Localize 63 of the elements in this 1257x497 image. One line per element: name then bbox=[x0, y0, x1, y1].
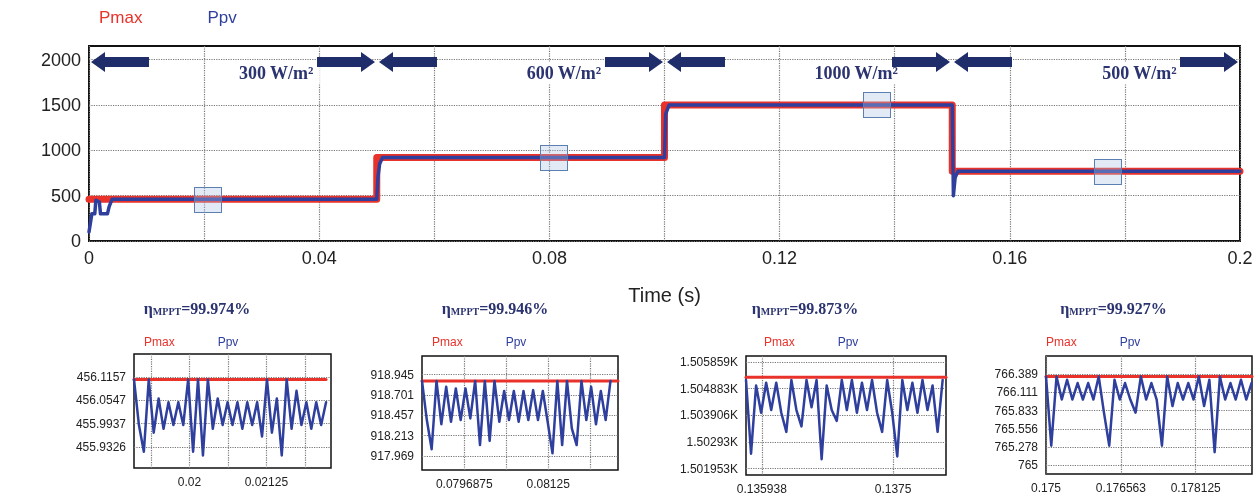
y-tick-label: 1.504883K bbox=[679, 381, 738, 396]
y-tick-label: 765.833 bbox=[994, 403, 1039, 418]
text: Ppv bbox=[1119, 335, 1141, 349]
y-tick-label: 918.945 bbox=[370, 367, 415, 382]
x-tick-label: 0.176563 bbox=[1095, 481, 1147, 495]
text: Pmax bbox=[1046, 335, 1077, 349]
y-tick-label: 918.213 bbox=[370, 428, 415, 443]
chart-title: ηMPPT=99.946% bbox=[441, 299, 549, 318]
y-tick-label: 1.501953K bbox=[679, 461, 738, 476]
y-tick-label: 0 bbox=[70, 231, 81, 251]
x-tick-label: 0.02 bbox=[177, 475, 202, 489]
x-tick-label: 0.08125 bbox=[526, 477, 571, 491]
y-tick-label: 456.1157 bbox=[76, 370, 127, 385]
text: Pmax bbox=[432, 335, 463, 349]
x-tick-label: 0.2 bbox=[1227, 248, 1253, 268]
x-tick-label: 0.178125 bbox=[1170, 481, 1222, 495]
line-series bbox=[132, 378, 328, 457]
text: Pmax bbox=[99, 8, 143, 27]
text: Ppv bbox=[837, 335, 859, 349]
text: Pmax bbox=[764, 335, 795, 349]
y-tick-label: 917.969 bbox=[370, 448, 415, 463]
x-axis-title: Time (s) bbox=[628, 284, 701, 306]
y-tick-label: 1500 bbox=[40, 94, 81, 115]
text: Pmax bbox=[144, 335, 175, 349]
x-tick-label: 0.02125 bbox=[244, 475, 289, 489]
y-tick-label: 1000 bbox=[40, 140, 81, 161]
line-series bbox=[744, 378, 944, 461]
y-tick-label: 765.556 bbox=[994, 421, 1039, 436]
y-tick-label: 455.9326 bbox=[75, 439, 127, 454]
line-series bbox=[87, 103, 1242, 234]
text: Ppv bbox=[217, 335, 239, 349]
y-tick-label: 1.505859K bbox=[679, 355, 738, 370]
y-tick-label: 1.50293K bbox=[686, 434, 738, 449]
x-tick-label: 0.0796875 bbox=[435, 477, 493, 491]
x-tick-label: 0.12 bbox=[762, 248, 798, 268]
annotation: 600 W/m² bbox=[526, 63, 602, 83]
chart-title: ηMPPT=99.974% bbox=[143, 299, 251, 318]
text: Ppv bbox=[505, 335, 527, 349]
y-tick-label: 455.9937 bbox=[75, 416, 127, 431]
annotation: 1000 W/m² bbox=[814, 63, 898, 83]
y-tick-label: 2000 bbox=[40, 49, 81, 70]
y-tick-label: 1.503906K bbox=[679, 408, 738, 423]
x-tick-label: 0.1375 bbox=[874, 482, 912, 496]
y-tick-label: 766.389 bbox=[994, 366, 1039, 381]
x-tick-label: 0.175 bbox=[1030, 481, 1062, 495]
chart-title: ηMPPT=99.873% bbox=[751, 299, 859, 318]
y-tick-label: 500 bbox=[50, 185, 81, 206]
text: Ppv bbox=[207, 8, 238, 27]
line-series bbox=[420, 379, 612, 455]
annotation: 300 W/m² bbox=[238, 63, 314, 83]
y-tick-label: 918.457 bbox=[370, 408, 415, 423]
line-series bbox=[1044, 375, 1253, 454]
x-tick-label: 0.135938 bbox=[736, 482, 788, 496]
y-tick-label: 918.701 bbox=[370, 388, 415, 403]
y-tick-label: 456.0547 bbox=[75, 393, 127, 408]
x-tick-label: 0.16 bbox=[992, 248, 1028, 268]
y-tick-label: 765.278 bbox=[994, 440, 1039, 455]
y-tick-label: 765 bbox=[1017, 458, 1039, 473]
chart-title: ηMPPT=99.927% bbox=[1060, 299, 1167, 318]
annotation: 500 W/m² bbox=[1102, 63, 1177, 83]
y-tick-label: 766.111 bbox=[996, 385, 1039, 400]
x-tick-label: 0.04 bbox=[301, 248, 337, 268]
x-tick-label: 0.08 bbox=[531, 248, 567, 268]
